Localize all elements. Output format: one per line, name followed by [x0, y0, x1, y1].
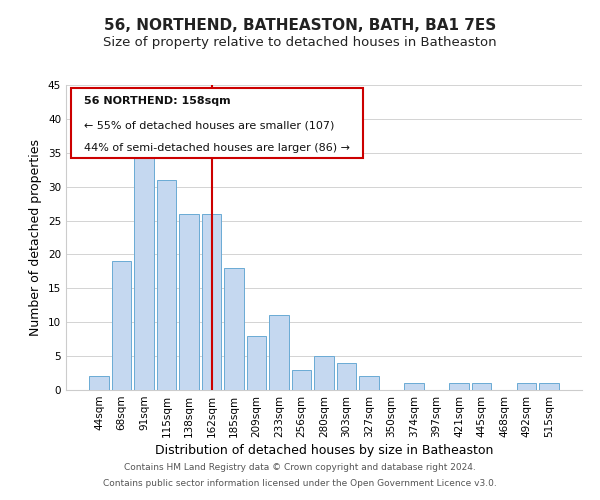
- Y-axis label: Number of detached properties: Number of detached properties: [29, 139, 43, 336]
- Text: ← 55% of detached houses are smaller (107): ← 55% of detached houses are smaller (10…: [84, 120, 334, 130]
- X-axis label: Distribution of detached houses by size in Batheaston: Distribution of detached houses by size …: [155, 444, 493, 457]
- FancyBboxPatch shape: [71, 88, 362, 158]
- Bar: [112, 261, 131, 390]
- Text: Contains HM Land Registry data © Crown copyright and database right 2024.: Contains HM Land Registry data © Crown c…: [124, 464, 476, 472]
- Text: 44% of semi-detached houses are larger (86) →: 44% of semi-detached houses are larger (…: [84, 143, 350, 153]
- Bar: [337, 363, 356, 390]
- Bar: [517, 383, 536, 390]
- Bar: [449, 383, 469, 390]
- Bar: [89, 376, 109, 390]
- Bar: [202, 214, 221, 390]
- Text: 56 NORTHEND: 158sqm: 56 NORTHEND: 158sqm: [84, 96, 230, 106]
- Bar: [179, 214, 199, 390]
- Bar: [292, 370, 311, 390]
- Bar: [224, 268, 244, 390]
- Bar: [157, 180, 176, 390]
- Bar: [247, 336, 266, 390]
- Text: 56, NORTHEND, BATHEASTON, BATH, BA1 7ES: 56, NORTHEND, BATHEASTON, BATH, BA1 7ES: [104, 18, 496, 32]
- Bar: [359, 376, 379, 390]
- Text: Contains public sector information licensed under the Open Government Licence v3: Contains public sector information licen…: [103, 478, 497, 488]
- Bar: [539, 383, 559, 390]
- Bar: [404, 383, 424, 390]
- Bar: [269, 316, 289, 390]
- Bar: [472, 383, 491, 390]
- Bar: [314, 356, 334, 390]
- Bar: [134, 139, 154, 390]
- Text: Size of property relative to detached houses in Batheaston: Size of property relative to detached ho…: [103, 36, 497, 49]
